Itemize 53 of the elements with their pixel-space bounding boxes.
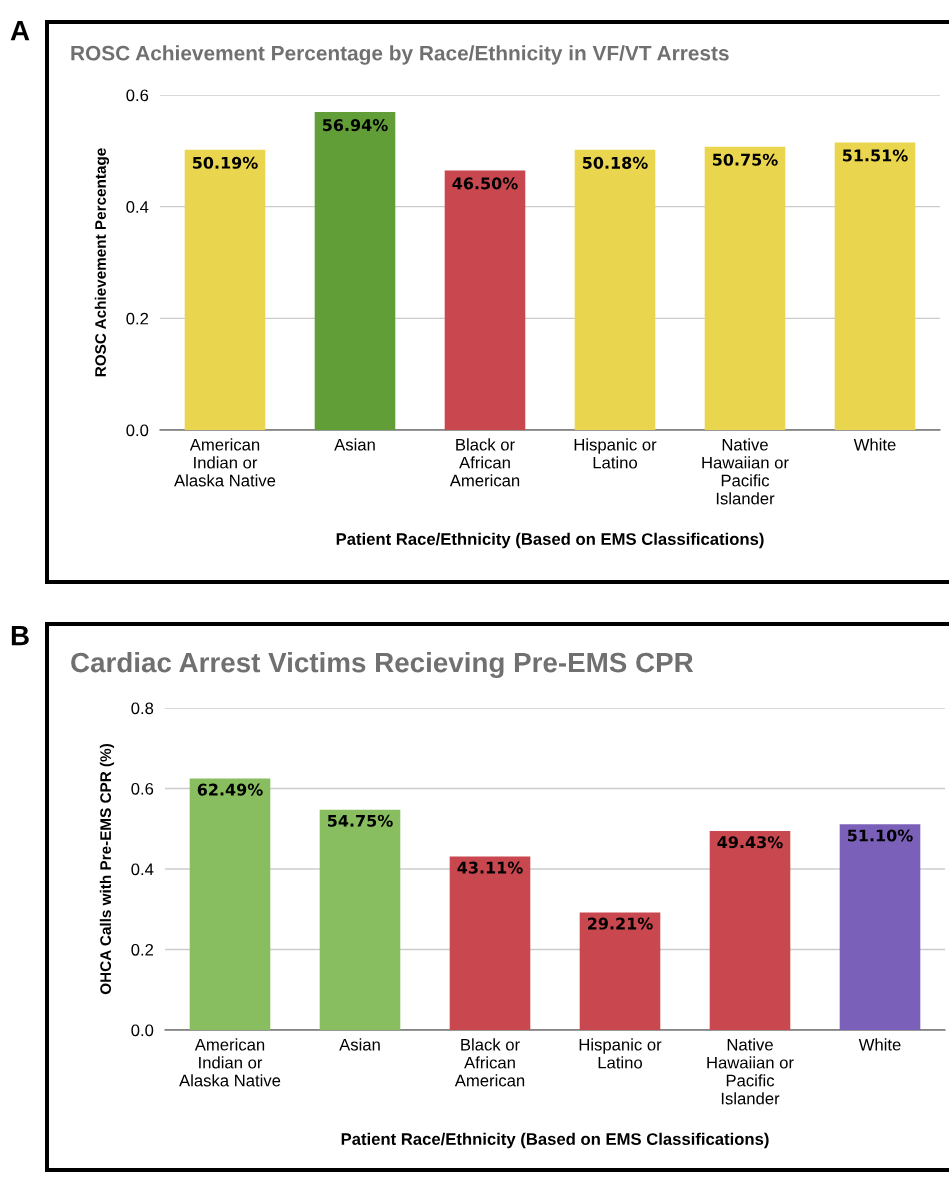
x-tick-label: Asian <box>339 1038 380 1051</box>
y-tick-label: 0.0 <box>131 1024 154 1037</box>
y-tick-label: 0.6 <box>131 782 154 795</box>
x-tick-label: Hispanic or Latino <box>574 438 657 469</box>
y-tick-label: 0.0 <box>126 424 149 437</box>
data-label: 62.49% <box>197 783 263 796</box>
y-axis-title: OHCA Calls with Pre-EMS CPR (%) <box>99 743 115 995</box>
data-label: 50.18% <box>582 156 648 169</box>
x-tick-label: Native Hawaiian or Pacific Islander <box>707 1038 794 1105</box>
bar <box>449 856 531 1030</box>
data-label: 43.11% <box>457 861 523 874</box>
bar <box>579 912 661 1030</box>
data-label: 29.21% <box>588 917 653 930</box>
x-tick-label: Native Hawaiian or Pacific Islander <box>702 438 789 505</box>
bar <box>574 149 656 430</box>
x-axis-title: Patient Race/Ethnicity (Based on EMS Classifications) <box>336 532 764 549</box>
data-label: 50.19% <box>192 156 258 169</box>
x-tick-label: Black or African American <box>449 438 520 487</box>
data-label: 50.75% <box>712 153 778 166</box>
x-tick-label: White <box>853 438 896 451</box>
data-label: 49.43% <box>717 836 783 849</box>
data-label: 46.50% <box>452 177 518 190</box>
bar <box>189 778 271 1030</box>
y-axis-title: ROSC Achievement Percentage <box>94 148 110 377</box>
y-tick-label: 0.2 <box>131 943 154 956</box>
text: B <box>11 626 29 646</box>
x-tick-label: Hispanic or Latino <box>579 1038 662 1069</box>
text: A <box>10 21 30 41</box>
data-label: 54.75% <box>327 814 393 827</box>
chart-title: ROSC Achievement Percentage by Race/Ethnicity in VF/VT Arrests <box>71 45 729 65</box>
bar <box>444 170 526 430</box>
data-label: 51.10% <box>847 829 913 842</box>
y-tick-label: 0.4 <box>131 863 154 876</box>
y-tick-label: 0.2 <box>126 312 149 325</box>
x-axis-title: Patient Race/Ethnicity (Based on EMS Classifications) <box>341 1132 769 1149</box>
bar <box>834 142 916 430</box>
x-tick-label: American Indian or Alaska Native <box>179 1038 281 1087</box>
y-tick-label: 0.6 <box>126 89 149 102</box>
bar <box>839 824 921 1030</box>
bar <box>319 809 401 1030</box>
x-tick-label: Black or African American <box>454 1038 525 1087</box>
x-tick-label: Asian <box>334 438 375 451</box>
bar <box>709 831 791 1030</box>
x-tick-label: American Indian or Alaska Native <box>174 438 276 487</box>
bar <box>314 112 396 430</box>
chart-title: Cardiac Arrest Victims Recieving Pre-EMS CPR <box>71 651 694 679</box>
bar <box>184 149 266 430</box>
data-label: 51.51% <box>842 149 908 162</box>
y-tick-label: 0.8 <box>131 702 154 715</box>
data-label: 56.94% <box>322 119 388 132</box>
x-tick-label: White <box>858 1038 901 1051</box>
bar <box>704 146 786 430</box>
y-tick-label: 0.4 <box>126 201 149 213</box>
